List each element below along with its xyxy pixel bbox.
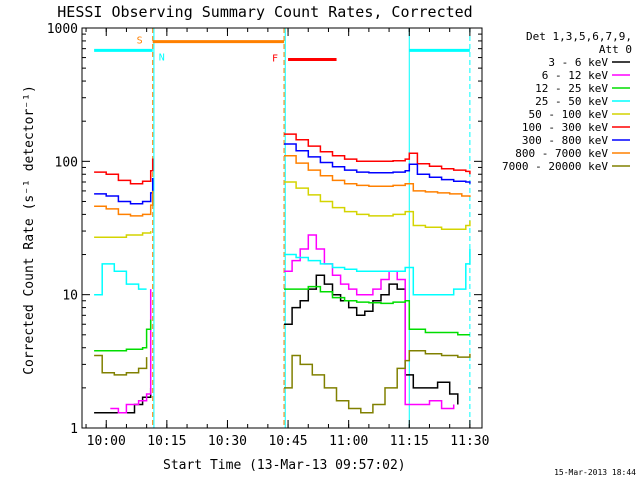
series-6-line-1 (284, 143, 471, 184)
series-0-line-1 (284, 274, 459, 405)
legend-label-1: 6 - 12 keV (542, 69, 609, 82)
x-tick-label-0: 10:00 (87, 434, 126, 449)
legend-label-2: 12 - 25 keV (535, 82, 608, 95)
legend-label-3: 25 - 50 keV (535, 95, 608, 108)
series-6-line-0 (94, 178, 154, 205)
x-tick-label-5: 11:15 (390, 434, 429, 449)
series-4-line-0 (94, 231, 152, 238)
series-4-line-1 (284, 181, 471, 230)
series-3-line-0 (94, 263, 147, 296)
axes: 1 10 100 1000 10:00 10:15 10:30 10:45 11:00 11:15… (47, 22, 490, 449)
legend-label-8: 7000 - 20000 keV (502, 160, 608, 173)
series-3-line-1 (284, 249, 471, 296)
legend-label-0: 3 - 6 keV (548, 56, 608, 69)
x-tick-label-2: 10:30 (208, 434, 247, 449)
legend-label-4: 50 - 100 keV (529, 108, 609, 121)
footer-timestamp: 15-Mar-2013 18:44 (554, 468, 636, 477)
series-8-line-0 (94, 354, 148, 376)
legend-label-5: 100 - 300 keV (522, 121, 608, 134)
series-8-line-1 (284, 349, 471, 414)
legend-title-0: Det 1,3,5,6,7,9, (526, 30, 632, 43)
marker-label-0: N (159, 52, 165, 63)
y-tick-label-3: 1000 (47, 22, 78, 37)
y-axis-label: Corrected Count Rate (s⁻¹ detector⁻¹) (22, 85, 37, 375)
series-1-line-1 (284, 234, 455, 410)
series-5-line-1 (284, 133, 471, 175)
legend-label-6: 300 - 800 keV (522, 134, 608, 147)
y-tick-label-2: 100 (55, 155, 78, 170)
y-tick-label-1: 10 (62, 289, 78, 304)
x-tick-label-6: 11:30 (450, 434, 489, 449)
band-label-2: S (137, 36, 143, 47)
legend-label-7: 800 - 7000 keV (515, 147, 608, 160)
legend-title-1: Att 0 (599, 43, 632, 56)
plot-frame (81, 27, 483, 429)
chart-title: HESSI Observing Summary Count Rates, Cor… (57, 3, 472, 21)
x-tick-label-1: 10:15 (147, 434, 186, 449)
x-axis-label: Start Time (13-Mar-13 09:57:02) (163, 458, 406, 473)
plot-area: S F N (94, 28, 471, 428)
y-tick-label-0: 1 (70, 422, 78, 437)
series-2-line-1 (284, 285, 470, 336)
band-label-3: F (272, 54, 278, 65)
series-7-line-1 (284, 155, 471, 197)
x-tick-label-3: 10:45 (268, 434, 307, 449)
series-5-line-0 (94, 158, 154, 185)
series-2-line-0 (94, 319, 152, 352)
x-tick-label-4: 11:00 (329, 434, 368, 449)
series-7-line-0 (94, 190, 154, 217)
series-1-line-0 (110, 289, 152, 414)
